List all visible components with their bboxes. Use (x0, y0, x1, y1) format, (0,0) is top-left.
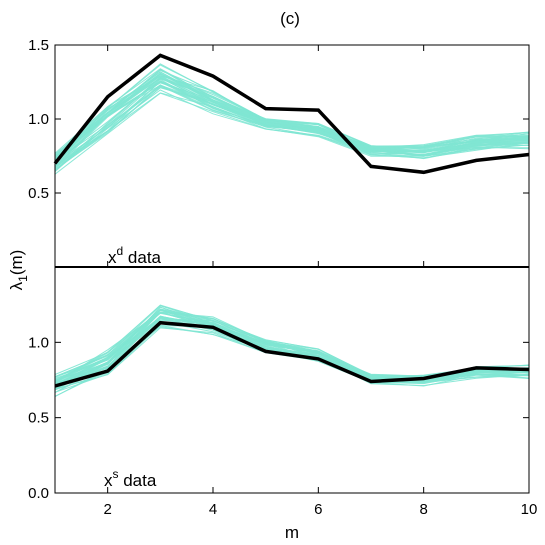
y-tick-label: 0.0 (28, 485, 49, 502)
panel-label-bottom-base: x (104, 471, 113, 490)
x-tick-label: 4 (209, 501, 217, 518)
x-axis-label: m (285, 523, 299, 542)
chart-title: (c) (280, 9, 300, 28)
observed-line-top (53, 53, 530, 175)
observed-line-bottom (54, 320, 530, 388)
ensemble-lines-top (54, 63, 530, 175)
y-ticks-top: 0.5 1.0 1.5 (28, 37, 529, 202)
panel-label-bottom-sup: s (113, 467, 119, 481)
panel-top: 0.5 1.0 1.5 xd data (28, 37, 530, 267)
plot-frame (54, 44, 530, 494)
simulation-line (54, 316, 530, 386)
panel-label-top-base: x (108, 248, 117, 267)
x-ticks: 2 4 6 8 10 (103, 45, 537, 518)
x-tick-label: 2 (103, 501, 111, 518)
panel-label-top-rest: data (123, 248, 161, 267)
y-tick-label: 1.5 (28, 37, 49, 54)
x-tick-label: 8 (419, 501, 427, 518)
x-tick-label: 10 (521, 501, 538, 518)
y-axis-label-rest: (m) (7, 250, 26, 275)
simulation-line (54, 89, 530, 171)
y-tick-label: 1.0 (28, 111, 49, 128)
simulation-line (54, 75, 530, 161)
y-tick-label: 0.5 (28, 410, 49, 427)
panel-label-bottom-rest: data (119, 471, 157, 490)
panel-bottom: 0.0 0.5 1.0 xs data (28, 304, 530, 502)
x-tick-label: 6 (314, 501, 322, 518)
y-tick-label: 0.5 (28, 185, 49, 202)
y-axis-label: λ1(m) (7, 250, 30, 291)
simulation-line (54, 64, 530, 161)
y-axis-label-base: λ (7, 281, 26, 290)
panel-label-top: xd data (108, 244, 162, 267)
ensemble-lines-bottom (54, 304, 530, 398)
panel-label-top-sup: d (117, 244, 124, 258)
simulation-line (54, 69, 530, 157)
simulation-line (54, 73, 530, 166)
y-axis-label-sub: 1 (16, 275, 30, 282)
panel-label-bottom: xs data (104, 467, 157, 490)
y-tick-label: 1.0 (28, 334, 49, 351)
y-ticks-bottom: 0.0 0.5 1.0 (28, 334, 529, 502)
